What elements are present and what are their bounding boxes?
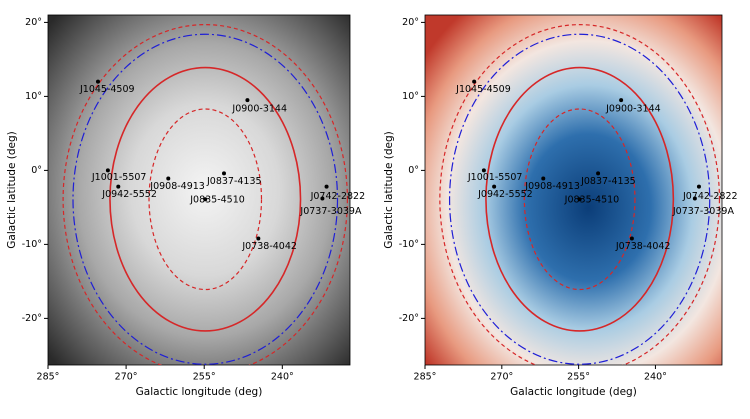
- pulsar-point: [324, 184, 329, 189]
- pulsar-point: [95, 79, 100, 84]
- y-axis-label: Galactic latitude (deg): [383, 131, 395, 248]
- region-ellipse: [448, 33, 711, 365]
- pulsar-label: J1045-4509: [79, 84, 135, 95]
- pulsar-label: J0942-5552: [101, 189, 157, 200]
- pulsar-label: J1001-5507: [91, 172, 147, 183]
- pulsar-point: [203, 197, 208, 202]
- x-tick-label: 255°: [567, 372, 590, 383]
- pulsar-point: [619, 98, 624, 103]
- y-tick-label: -20°: [399, 313, 419, 324]
- overlay-group: [439, 24, 720, 365]
- pulsar-label: J1001-5507: [467, 172, 523, 183]
- x-tick-label: 285°: [37, 372, 60, 383]
- pulsar-label: J0742-2822: [310, 191, 366, 202]
- pulsar-point: [116, 184, 121, 189]
- y-tick-label: 0°: [31, 165, 42, 176]
- y-tick-label: 10°: [25, 91, 42, 102]
- x-tick-label: 270°: [490, 372, 513, 383]
- region-ellipse: [72, 33, 339, 365]
- pulsar-point: [221, 171, 226, 176]
- pulsar-label: J0942-5552: [477, 189, 533, 200]
- x-tick-label: 255°: [193, 372, 216, 383]
- region-ellipse: [485, 66, 675, 332]
- pulsar-label: J0738-4042: [241, 241, 297, 252]
- pulsar-label: J0835-4510: [564, 195, 620, 206]
- region-ellipse: [148, 108, 263, 291]
- y-tick-label: -20°: [22, 313, 42, 324]
- y-tick-label: -10°: [399, 239, 419, 250]
- pulsar-label: J0837-4135: [206, 176, 262, 187]
- pulsar-label: J0742-2822: [682, 191, 738, 202]
- region-ellipse: [109, 66, 302, 332]
- y-tick-label: 10°: [402, 91, 419, 102]
- pulsar-point: [245, 98, 250, 103]
- pulsar-point: [320, 196, 325, 201]
- y-tick-label: 0°: [408, 165, 419, 176]
- pulsar-point: [692, 196, 697, 201]
- pulsar-label: J0900-3144: [605, 104, 661, 115]
- pulsar-label: J0837-4135: [580, 176, 636, 187]
- pulsar-point: [696, 184, 701, 189]
- pulsar-point: [541, 176, 546, 181]
- x-axis-label: Galactic longitude (deg): [136, 386, 263, 398]
- y-tick-label: -10°: [22, 239, 42, 250]
- region-ellipse: [523, 108, 636, 291]
- pulsar-point: [256, 236, 261, 241]
- x-axis-label: Galactic longitude (deg): [510, 386, 637, 398]
- pulsar-label: J1045-4509: [455, 84, 511, 95]
- x-tick-label: 270°: [115, 372, 138, 383]
- region-ellipse: [62, 24, 348, 365]
- pulsar-label: J0908-4913: [524, 181, 580, 192]
- pulsar-point: [596, 171, 601, 176]
- pulsar-label: J0900-3144: [231, 104, 287, 115]
- pulsar-point: [629, 236, 634, 241]
- pulsar-label: J0738-4042: [615, 241, 671, 252]
- pulsar-label: J0737-3039A: [299, 206, 362, 217]
- pulsar-point: [577, 197, 582, 202]
- pulsar-label: J0908-4913: [149, 181, 205, 192]
- y-tick-label: 20°: [402, 17, 419, 28]
- overlay-group: [62, 24, 348, 365]
- pulsar-point: [472, 79, 477, 84]
- plot-frame: [47, 14, 351, 366]
- x-tick-label: 240°: [271, 372, 294, 383]
- pulsar-label: J0737-3039A: [672, 206, 735, 217]
- y-tick-label: 20°: [25, 17, 42, 28]
- plot-frame: [424, 14, 723, 366]
- pulsar-point: [481, 168, 486, 173]
- pulsar-point: [105, 168, 110, 173]
- x-tick-label: 240°: [644, 372, 667, 383]
- pulsar-point: [166, 176, 171, 181]
- x-tick-label: 285°: [414, 372, 437, 383]
- pulsar-point: [492, 184, 497, 189]
- region-ellipse: [439, 24, 720, 365]
- y-axis-label: Galactic latitude (deg): [6, 131, 18, 248]
- pulsar-label: J0835-4510: [189, 195, 245, 206]
